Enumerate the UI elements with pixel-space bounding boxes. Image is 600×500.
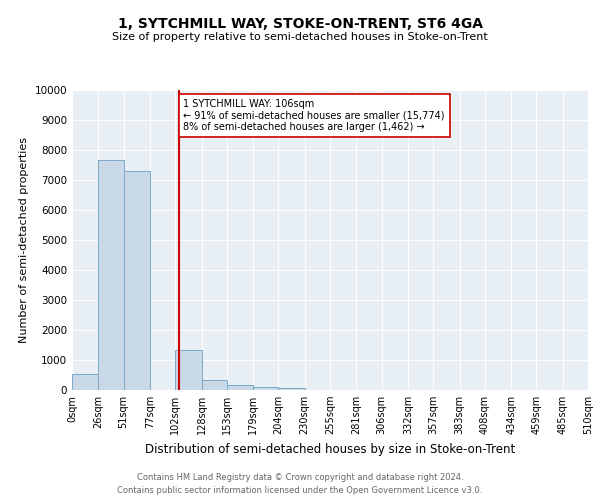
Bar bbox=[278, 388, 305, 390]
Text: 1 SYTCHMILL WAY: 106sqm
← 91% of semi-detached houses are smaller (15,774)
8% of: 1 SYTCHMILL WAY: 106sqm ← 91% of semi-de… bbox=[184, 99, 445, 132]
Text: 1, SYTCHMILL WAY, STOKE-ON-TRENT, ST6 4GA: 1, SYTCHMILL WAY, STOKE-ON-TRENT, ST6 4G… bbox=[118, 18, 482, 32]
Bar bbox=[175, 350, 202, 390]
Y-axis label: Number of semi-detached properties: Number of semi-detached properties bbox=[19, 137, 29, 343]
Text: Contains HM Land Registry data © Crown copyright and database right 2024.
Contai: Contains HM Land Registry data © Crown c… bbox=[118, 474, 482, 495]
Bar bbox=[72, 374, 98, 390]
Text: Size of property relative to semi-detached houses in Stoke-on-Trent: Size of property relative to semi-detach… bbox=[112, 32, 488, 42]
Bar bbox=[98, 160, 124, 390]
Bar bbox=[227, 385, 253, 390]
X-axis label: Distribution of semi-detached houses by size in Stoke-on-Trent: Distribution of semi-detached houses by … bbox=[145, 442, 515, 456]
Bar bbox=[202, 380, 227, 390]
Bar bbox=[124, 171, 150, 390]
Bar bbox=[253, 387, 278, 390]
